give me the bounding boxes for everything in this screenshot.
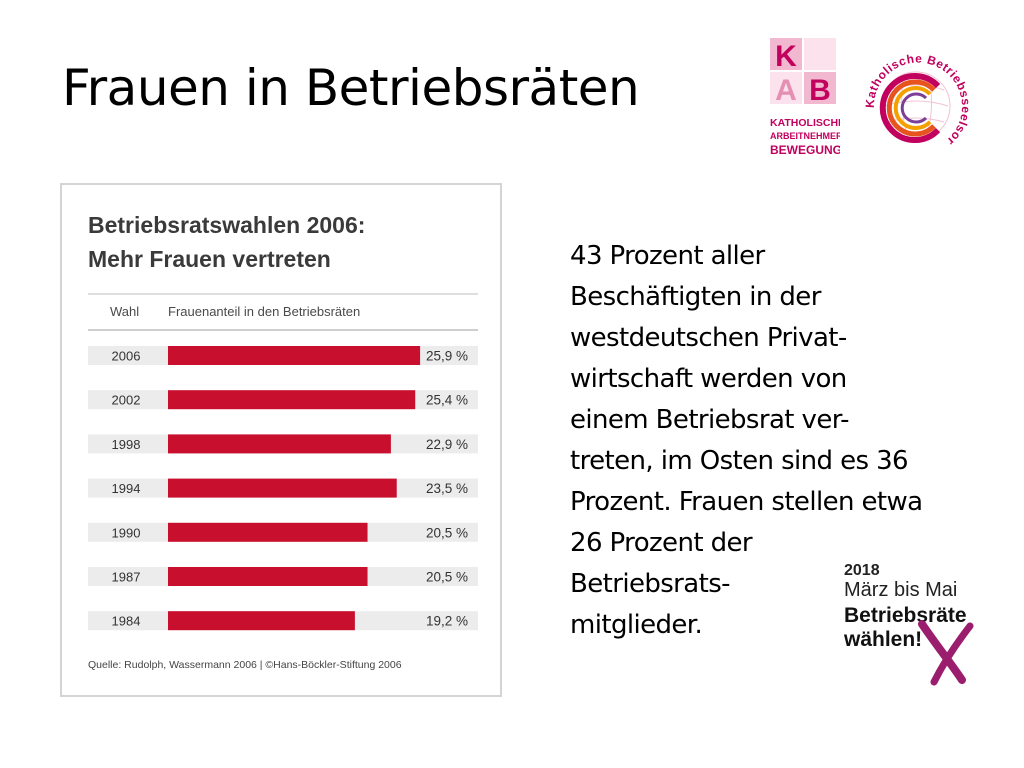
- bar: [168, 390, 416, 410]
- kab-line-1: KATHOLISCHE: [770, 117, 840, 129]
- value-label: 20,5 %: [426, 570, 468, 585]
- col-header-year: Wahl: [110, 304, 139, 319]
- col-header-share: Frauenanteil in den Betriebsräten: [168, 304, 360, 319]
- wahl-year: 2018: [844, 562, 880, 579]
- category-label: 1994: [112, 481, 141, 496]
- body-line: einem Betriebsrat ver-: [570, 405, 850, 435]
- body-line: Prozent. Frauen stellen etwa: [570, 487, 923, 517]
- value-label: 19,2 %: [426, 614, 468, 629]
- wahl-period: März bis Mai: [844, 579, 957, 601]
- category-label: 2006: [112, 349, 141, 364]
- value-label: 25,4 %: [426, 393, 468, 408]
- category-label: 1987: [112, 570, 141, 585]
- body-line: 26 Prozent der: [570, 528, 753, 558]
- kab-line-3: BEWEGUNG: [770, 143, 840, 157]
- value-label: 20,5 %: [426, 525, 468, 540]
- kab-logo: K A B KATHOLISCHE ARBEITNEHMER- BEWEGUNG: [770, 38, 840, 157]
- category-label: 1990: [112, 525, 141, 540]
- kab-letter-b: B: [809, 74, 831, 107]
- chart-panel: Betriebsratswahlen 2006: Mehr Frauen ver…: [60, 183, 502, 697]
- wahl-cross-icon: [918, 620, 974, 686]
- body-line: wirtschaft werden von: [570, 364, 847, 394]
- value-label: 25,9 %: [426, 349, 468, 364]
- body-line: mitglieder.: [570, 610, 703, 640]
- body-line: westdeutschen Privat-: [570, 323, 847, 353]
- body-line: Betriebsrats-: [570, 569, 731, 599]
- body-line: treten, im Osten sind es 36: [570, 446, 909, 476]
- wahl-line-1: Betriebsräte: [844, 604, 967, 627]
- bar: [168, 434, 391, 454]
- bar: [168, 522, 368, 542]
- kab-letter-a: A: [775, 74, 797, 107]
- category-label: 1998: [112, 437, 141, 452]
- chart-title-line-1: Betriebsratswahlen 2006:: [88, 212, 365, 238]
- value-label: 23,5 %: [426, 481, 468, 496]
- chart-source: Quelle: Rudolph, Wassermann 2006 | ©Hans…: [88, 659, 402, 671]
- body-line: 43 Prozent aller: [570, 241, 765, 271]
- body-line: Beschäftigten in der: [570, 282, 821, 312]
- betriebsseelsorge-logo: Katholische Betriebsseelsorge: [852, 30, 972, 149]
- bar: [168, 478, 397, 498]
- chart-rows: 2006 25,9 % 2002 25,4 % 1998 22,9 % 1994 23,5 %…: [88, 346, 478, 631]
- bar: [168, 567, 368, 586]
- category-label: 2002: [112, 393, 141, 408]
- wahl-line-2: wählen!: [843, 628, 922, 651]
- kab-line-2: ARBEITNEHMER-: [770, 131, 840, 141]
- bar: [168, 346, 421, 365]
- category-label: 1984: [112, 614, 141, 629]
- betriebsratswahl-2018-logo: 2018 März bis Mai Betriebsräte wählen!: [838, 558, 984, 686]
- kab-letter-k: K: [775, 40, 797, 73]
- bar-chart: Betriebsratswahlen 2006: Mehr Frauen ver…: [88, 212, 478, 671]
- slide-title: Frauen in Betriebsräten: [62, 59, 640, 117]
- chart-title-line-2: Mehr Frauen vertreten: [88, 246, 331, 272]
- value-label: 22,9 %: [426, 437, 468, 452]
- bar: [168, 611, 355, 631]
- body-text: 43 Prozent aller Beschäftigten in der we…: [570, 236, 980, 646]
